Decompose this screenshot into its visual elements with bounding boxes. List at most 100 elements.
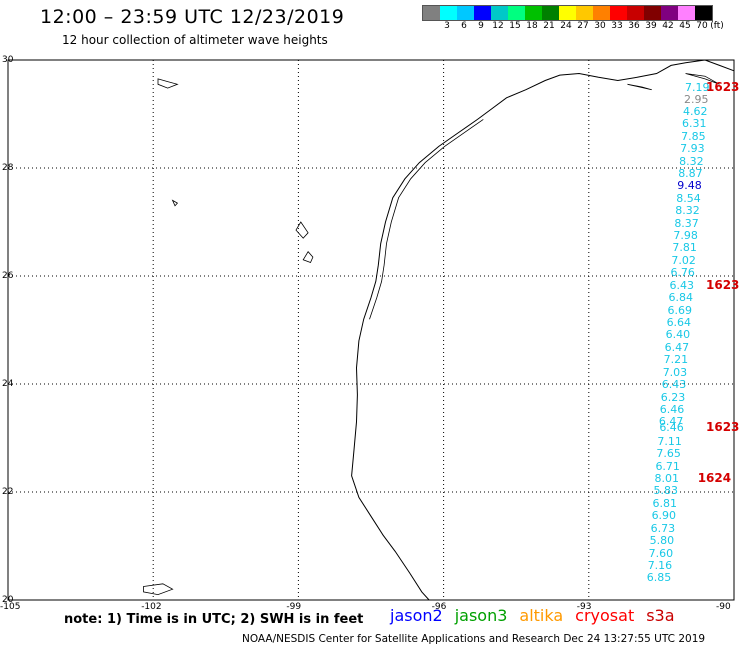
wave-height-value: 8.87 [678,166,703,180]
page-subtitle: 12 hour collection of altimeter wave hei… [62,33,328,47]
legend-swatch [542,6,559,20]
satellite-s3a: s3a [646,606,675,625]
wave-height-value: 7.16 [647,558,673,572]
satellite-cryosat: cryosat [575,606,635,625]
longitude-tick-label: -102 [141,602,162,612]
legend-swatch [593,6,610,20]
legend-label: 30 [594,21,606,31]
wave-height-value: 7.65 [656,447,681,461]
island-outline [171,199,179,207]
wave-height-value: 6.85 [646,571,672,585]
legend-swatch [559,6,576,20]
wave-height-value: 6.64 [666,315,692,329]
footer-note: note: 1) Time is in UTC; 2) SWH is in fe… [64,612,364,627]
legend-swatch [627,6,644,20]
satellite-jason2: jason2 [390,606,443,625]
legend-swatch [661,6,678,20]
legend-label: 39 [645,21,657,31]
wave-height-value: 8.54 [676,191,701,205]
legend-label: 21 [543,21,555,31]
legend-label: 42 [662,21,674,31]
coastline [143,59,735,601]
legend-swatch [525,6,542,20]
wave-height-value: 7.21 [663,353,689,367]
legend-label: 6 [461,21,467,31]
wave-height-value: 6.46 [659,402,685,416]
wave-height-value: 6.46 [659,421,684,435]
wave-height-value: 6.90 [651,509,677,523]
pass-time-label: 1624 [697,471,732,486]
pass-time-label: 1623 [706,420,740,435]
wave-height-value: 7.19 [684,80,710,94]
wave-height-value: 6.76 [670,266,695,280]
longitude-tick-label: -96 [431,602,447,612]
wave-height-value: 7.81 [672,241,697,255]
wave-height-value: 7.60 [648,546,674,560]
wave-height-value: 9.48 [677,179,702,193]
latitude-tick-label: 22 [2,487,14,497]
island-outline [143,583,174,596]
wave-height-value: 5.83 [653,484,679,498]
wave-height-value: 6.31 [682,117,707,131]
wave-height-value: 4.62 [683,104,708,118]
legend-swatch [610,6,627,20]
legend-label: 12 [492,21,504,31]
latitude-tick-label: 26 [2,271,14,281]
wave-height-value: 6.69 [667,303,693,317]
legend-unit: (ft) [710,21,724,31]
wave-height-value: 8.37 [674,216,699,230]
legend-label: 36 [628,21,640,31]
satellite-jason3: jason3 [454,606,508,625]
longitude-tick-label: -105 [0,602,21,612]
wave-height-value: 6.47 [658,415,684,429]
legend-swatch [695,6,712,20]
barrier-island-line [369,119,484,320]
legend-swatch [440,6,457,20]
gulf-coastline [351,59,735,601]
page-title: 12:00 – 23:59 UTC 12/23/2019 [40,6,345,28]
wave-height-value: 5.80 [649,534,675,548]
legend-label: 27 [577,21,589,31]
legend-swatch [457,6,474,20]
legend-label: 45 [679,21,691,31]
wave-height-value: 6.84 [668,291,694,305]
latitude-tick-label: 28 [2,163,14,173]
footer-credit: NOAA/NESDIS Center for Satellite Applica… [242,633,706,645]
legend-swatch [508,6,525,20]
legend-swatch [474,6,491,20]
island-outline [157,78,179,89]
wave-height-value: 8.01 [654,472,679,486]
wave-height-value: 8.32 [675,204,700,218]
legend-swatch [576,6,593,20]
wave-height-value: 6.23 [660,390,686,404]
longitude-tick-label: -93 [576,602,592,612]
legend-label: 15 [509,21,521,31]
legend-label: 24 [560,21,572,31]
wave-height-value: 8.32 [679,154,704,168]
pass-time-label: 1623 [706,79,740,94]
latitude-tick-label: 24 [2,379,14,389]
legend-swatch [644,6,661,20]
legend-label: 70 [696,21,708,31]
wave-height-value: 6.43 [661,378,687,392]
wave-height-value: 7.02 [671,253,696,267]
legend-swatch [678,6,695,20]
longitude-tick-label: -99 [286,602,302,612]
map-frame [7,59,735,601]
wave-height-value: 6.47 [664,340,690,354]
satellite-altika: altika [519,606,564,625]
wave-height-value: 6.81 [652,496,678,510]
island-outline [627,83,652,91]
latitude-tick-label: 30 [2,55,14,65]
color-legend-bar [422,5,713,21]
legend-label: 9 [478,21,484,31]
wave-height-value: 7.11 [657,434,682,448]
wave-height-value: 6.40 [665,328,691,342]
wave-height-value: 7.93 [680,142,705,156]
wave-height-value: 7.03 [662,365,688,379]
legend-label: 3 [444,21,450,31]
wave-height-value: 6.71 [655,459,680,473]
map-grid [8,60,734,600]
satellite-legend: jason2 jason3 altika cryosat s3a [390,606,687,625]
